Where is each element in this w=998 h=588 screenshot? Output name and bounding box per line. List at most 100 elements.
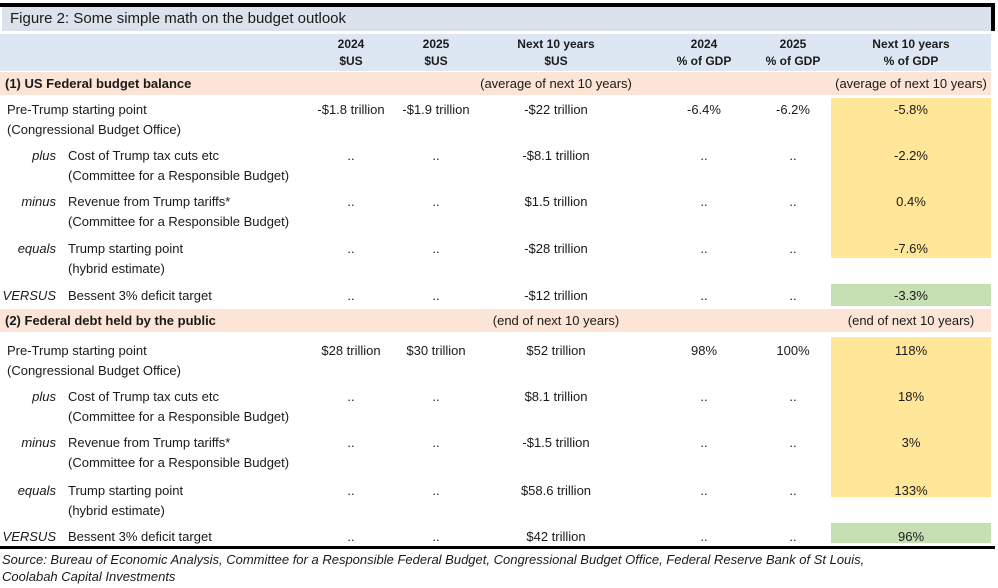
value-2025-us: ..	[432, 483, 440, 498]
value-next10-gdp: -7.6%	[894, 241, 928, 256]
value-2025-gdp: ..	[789, 241, 797, 256]
value-2025-gdp: ..	[789, 389, 797, 404]
value-2025-us: ..	[432, 194, 440, 209]
row-operator: VERSUS	[2, 288, 56, 303]
value-2024-gdp: ..	[700, 483, 708, 498]
column-header-2024-us: 2024 $US	[337, 37, 365, 68]
section-2-note-gdp: (end of next 10 years)	[847, 313, 975, 328]
column-header-2024-gdp: 2024 % of GDP	[676, 37, 732, 68]
value-next10-us: -$28 trillion	[524, 241, 588, 256]
value-next10-us: -$8.1 trillion	[522, 148, 590, 163]
value-2025-gdp: ..	[789, 435, 797, 450]
section-2-heading: (2) Federal debt held by the public	[5, 313, 216, 328]
row-label: Bessent 3% deficit target	[68, 529, 212, 544]
value-2025-gdp: ..	[789, 483, 797, 498]
row-operator: equals	[17, 241, 56, 256]
value-2024-us: ..	[347, 241, 355, 256]
value-next10-gdp: 18%	[897, 389, 925, 404]
row-label: Bessent 3% deficit target	[68, 288, 212, 303]
value-2024-us: ..	[347, 483, 355, 498]
value-2025-gdp: 100%	[776, 343, 810, 358]
value-2025-gdp: ..	[789, 194, 797, 209]
value-next10-us: $8.1 trillion	[524, 389, 588, 404]
value-2024-gdp: ..	[700, 241, 708, 256]
value-2025-gdp: ..	[789, 148, 797, 163]
value-next10-gdp: -3.3%	[894, 288, 928, 303]
row-sublabel: (hybrid estimate)	[68, 261, 165, 276]
value-2024-us: ..	[347, 194, 355, 209]
value-2025-gdp: ..	[789, 529, 797, 544]
value-2024-us: ..	[347, 435, 355, 450]
value-2025-us: ..	[432, 148, 440, 163]
section-1-note-us: (average of next 10 years)	[480, 76, 632, 91]
value-2024-us: $28 trillion	[321, 343, 381, 358]
row-operator: minus	[21, 194, 56, 209]
section-1-header: (1) US Federal budget balance (average o…	[0, 72, 991, 95]
title-bar-right-border	[991, 3, 995, 31]
value-next10-us: $52 trillion	[526, 343, 586, 358]
row-label: Pre-Trump starting point	[7, 343, 147, 358]
row-sublabel: (Committee for a Responsible Budget)	[68, 214, 290, 229]
row-label: Trump starting point	[68, 483, 184, 498]
section-2-green-highlight	[831, 523, 991, 543]
value-2025-us: $30 trillion	[406, 343, 466, 358]
section-2-header: (2) Federal debt held by the public (end…	[0, 309, 991, 332]
section-1-yellow-highlight	[831, 98, 991, 258]
value-next10-gdp: 0.4%	[896, 194, 926, 209]
value-next10-gdp: 96%	[897, 529, 925, 544]
row-operator: equals	[17, 483, 56, 498]
bottom-border-line	[0, 546, 995, 549]
row-sublabel: (hybrid estimate)	[68, 503, 165, 518]
value-2024-gdp: 98%	[690, 343, 718, 358]
section-2-note-us: (end of next 10 years)	[492, 313, 620, 328]
value-2024-gdp: ..	[700, 389, 708, 404]
value-2024-gdp: -6.4%	[687, 102, 721, 117]
source-line-1: Source: Bureau of Economic Analysis, Com…	[2, 552, 865, 567]
row-operator: plus	[32, 389, 56, 404]
section-1-heading: (1) US Federal budget balance	[5, 76, 192, 91]
value-2024-us: ..	[347, 389, 355, 404]
source-line-2: Coolabah Capital Investments	[2, 569, 176, 584]
value-next10-us: $1.5 trillion	[524, 194, 588, 209]
row-label: Cost of Trump tax cuts etc	[68, 148, 219, 163]
value-next10-gdp: -5.8%	[894, 102, 928, 117]
figure-title: Figure 2: Some simple math on the budget…	[10, 10, 347, 27]
column-header-row: 2024 $US 2025 $US Next 10 years $US 2024…	[0, 34, 991, 71]
value-2025-us: ..	[432, 288, 440, 303]
value-next10-gdp: 3%	[901, 435, 921, 450]
section-1-green-highlight	[831, 284, 991, 306]
value-2025-us: ..	[432, 435, 440, 450]
value-2025-us: ..	[432, 241, 440, 256]
value-next10-us: $42 trillion	[526, 529, 586, 544]
section-2-yellow-highlight	[831, 337, 991, 497]
row-sublabel: (Committee for a Responsible Budget)	[68, 409, 290, 424]
value-2024-gdp: ..	[700, 288, 708, 303]
row-label: Cost of Trump tax cuts etc	[68, 389, 219, 404]
row-sublabel: (Congressional Budget Office)	[7, 122, 181, 137]
column-header-next10-us: Next 10 years $US	[517, 37, 595, 68]
value-2025-us: ..	[432, 389, 440, 404]
column-header-2025-gdp: 2025 % of GDP	[765, 37, 821, 68]
value-next10-us: -$12 trillion	[524, 288, 588, 303]
value-next10-us: -$1.5 trillion	[522, 435, 590, 450]
row-label: Revenue from Trump tariffs*	[68, 435, 231, 450]
value-2024-us: ..	[347, 148, 355, 163]
row-sublabel: (Committee for a Responsible Budget)	[68, 455, 290, 470]
column-header-2025-us: 2025 $US	[422, 37, 450, 68]
value-2024-us: ..	[347, 529, 355, 544]
row-operator: VERSUS	[2, 529, 56, 544]
value-2025-gdp: ..	[789, 288, 797, 303]
value-2024-gdp: ..	[700, 529, 708, 544]
value-2025-us: -$1.9 trillion	[402, 102, 470, 117]
row-label: Trump starting point	[68, 241, 184, 256]
row-sublabel: (Committee for a Responsible Budget)	[68, 168, 290, 183]
row-label: Revenue from Trump tariffs*	[68, 194, 231, 209]
top-border-line	[0, 3, 995, 7]
value-2024-gdp: ..	[700, 148, 708, 163]
row-label: Pre-Trump starting point	[7, 102, 147, 117]
value-2025-gdp: -6.2%	[776, 102, 810, 117]
row-sublabel: (Congressional Budget Office)	[7, 363, 181, 378]
section-1-note-gdp: (average of next 10 years)	[835, 76, 987, 91]
value-next10-gdp: -2.2%	[894, 148, 928, 163]
